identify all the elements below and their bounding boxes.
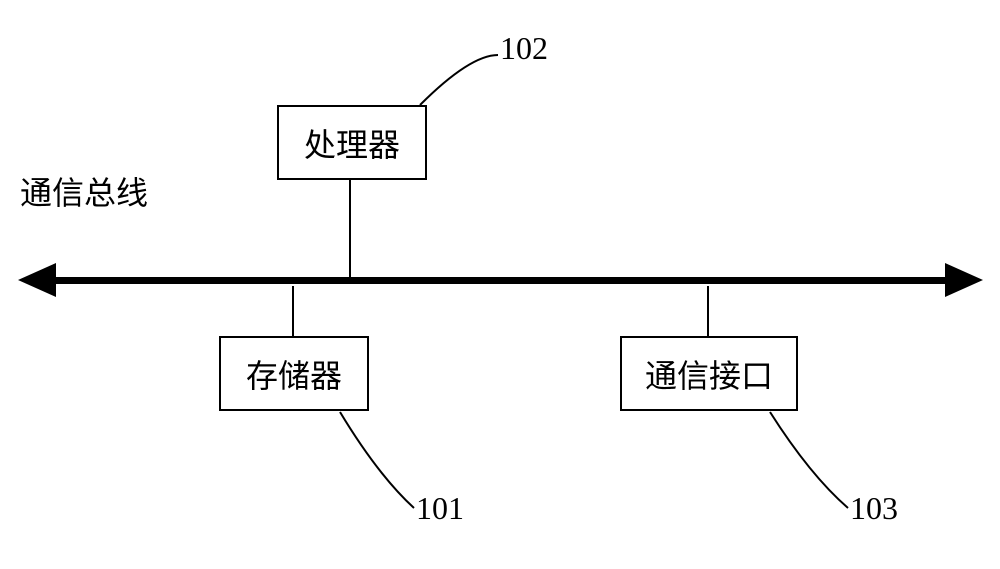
bus-arrow-right [945, 263, 983, 297]
ref-curve-memory [335, 407, 419, 513]
node-processor-label: 处理器 [304, 120, 400, 166]
node-processor: 处理器 [277, 105, 427, 180]
ref-label-memory: 101 [416, 490, 464, 527]
connector-memory [292, 286, 294, 336]
bus-line [45, 277, 945, 284]
node-memory-label: 存储器 [246, 351, 342, 397]
bus-label: 通信总线 [20, 168, 148, 214]
ref-label-comm-interface: 103 [850, 490, 898, 527]
node-comm-interface: 通信接口 [620, 336, 798, 411]
bus-arrow-left [18, 263, 56, 297]
ref-curve-processor [415, 50, 503, 110]
ref-label-processor: 102 [500, 30, 548, 67]
ref-curve-comm-interface [765, 407, 853, 513]
node-comm-interface-label: 通信接口 [645, 351, 773, 397]
node-memory: 存储器 [219, 336, 369, 411]
connector-comm-interface [707, 286, 709, 336]
connector-processor [349, 180, 351, 277]
system-architecture-diagram: 通信总线 处理器 102 存储器 101 通信接口 103 [0, 0, 1000, 569]
